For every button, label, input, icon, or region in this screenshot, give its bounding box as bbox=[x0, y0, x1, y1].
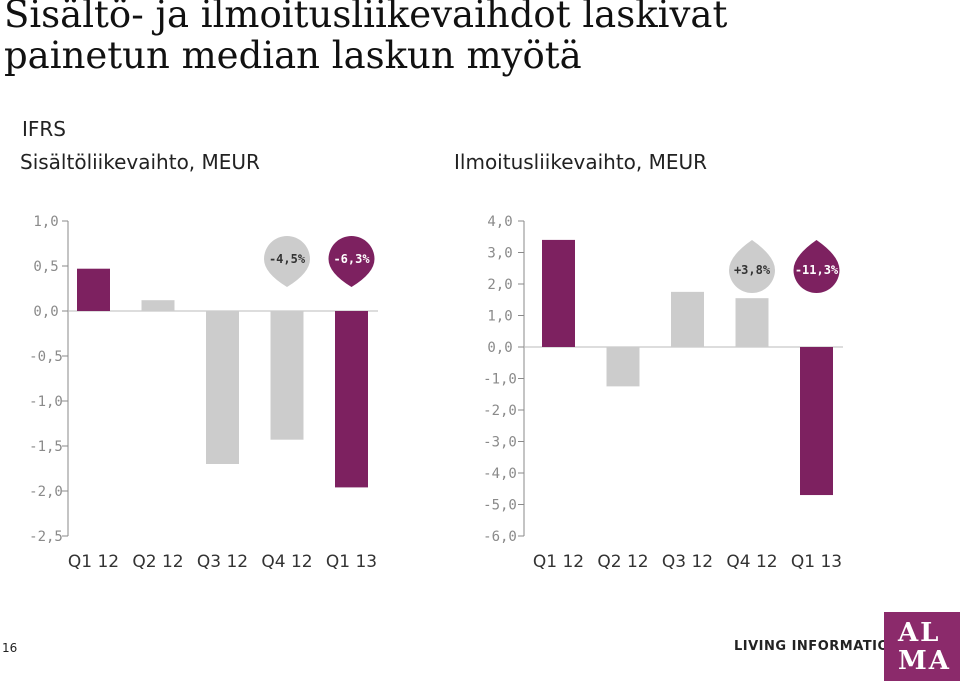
left-y-tick-label: -1,5 bbox=[29, 439, 63, 455]
right-category-label: Q3 12 bbox=[662, 552, 713, 572]
left-chart-title: Sisältöliikevaihto, MEUR bbox=[20, 150, 260, 174]
right-y-tick-label: -2,0 bbox=[483, 403, 517, 419]
right-y-tick-label: -6,0 bbox=[483, 529, 517, 545]
right-category-label: Q1 12 bbox=[533, 552, 584, 572]
right-bar-q1-12 bbox=[542, 239, 575, 347]
right-category-label: Q1 13 bbox=[791, 552, 842, 572]
right-bar-q4-12 bbox=[735, 298, 769, 347]
page-title: Sisältö- ja ilmoitusliikevaihdot laskiva… bbox=[4, 0, 728, 77]
right-annotation-label-0: +3,8% bbox=[734, 263, 771, 277]
left-y-tick-label: -1,0 bbox=[29, 394, 63, 410]
left-y-tick-label: 0,5 bbox=[33, 259, 58, 275]
left-category-label: Q1 13 bbox=[326, 552, 377, 572]
left-y-tick-label: -2,0 bbox=[29, 484, 63, 500]
left-annotation-marker-0 bbox=[264, 236, 310, 287]
left-bar-q3-12 bbox=[206, 311, 239, 464]
right-y-tick-label: -4,0 bbox=[483, 466, 517, 482]
right-bar-q3-12 bbox=[671, 291, 704, 347]
right-y-tick-label: 4,0 bbox=[487, 214, 512, 230]
right-annotation-marker-1 bbox=[793, 240, 840, 293]
left-category-label: Q3 12 bbox=[197, 552, 248, 572]
left-bar-q4-12 bbox=[270, 311, 304, 440]
right-y-tick-label: 3,0 bbox=[487, 246, 512, 262]
right-y-tick-label: -1,0 bbox=[483, 372, 517, 388]
right-y-tick-label: 1,0 bbox=[487, 309, 512, 325]
left-category-label: Q4 12 bbox=[261, 552, 312, 572]
left-category-label: Q2 12 bbox=[132, 552, 183, 572]
left-bar-q1-12 bbox=[77, 268, 110, 311]
left-category-label: Q1 12 bbox=[68, 552, 119, 572]
left-annotation-label-1: -6,3% bbox=[333, 252, 370, 266]
left-y-tick-label: 1,0 bbox=[33, 214, 58, 230]
left-bar-q2-12 bbox=[141, 300, 175, 311]
page-number: 16 bbox=[2, 641, 18, 655]
left-y-tick-label: -0,5 bbox=[29, 349, 63, 365]
right-y-tick-label: -5,0 bbox=[483, 498, 517, 514]
left-y-tick-label: 0,0 bbox=[33, 304, 58, 320]
left-annotation-marker-1 bbox=[328, 236, 375, 287]
footer-tagline: LIVING INFORMATION bbox=[734, 639, 901, 654]
right-category-label: Q4 12 bbox=[726, 552, 777, 572]
left-bar-q1-13 bbox=[335, 311, 368, 488]
right-category-label: Q2 12 bbox=[597, 552, 648, 572]
right-bar-q1-13 bbox=[800, 347, 833, 496]
alma-logo: AL MA bbox=[884, 612, 960, 681]
right-y-tick-label: 0,0 bbox=[487, 340, 512, 356]
right-annotation-label-1: -11,3% bbox=[795, 263, 839, 277]
right-y-tick-label: -3,0 bbox=[483, 435, 517, 451]
left-y-tick-label: -2,5 bbox=[29, 529, 63, 545]
right-y-tick-label: 2,0 bbox=[487, 277, 512, 293]
ifrs-label: IFRS bbox=[22, 117, 66, 141]
right-annotation-marker-0 bbox=[729, 240, 775, 293]
left-annotation-label-0: -4,5% bbox=[269, 252, 306, 266]
right-chart-title: Ilmoitusliikevaihto, MEUR bbox=[454, 150, 708, 174]
right-bar-q2-12 bbox=[606, 347, 640, 387]
